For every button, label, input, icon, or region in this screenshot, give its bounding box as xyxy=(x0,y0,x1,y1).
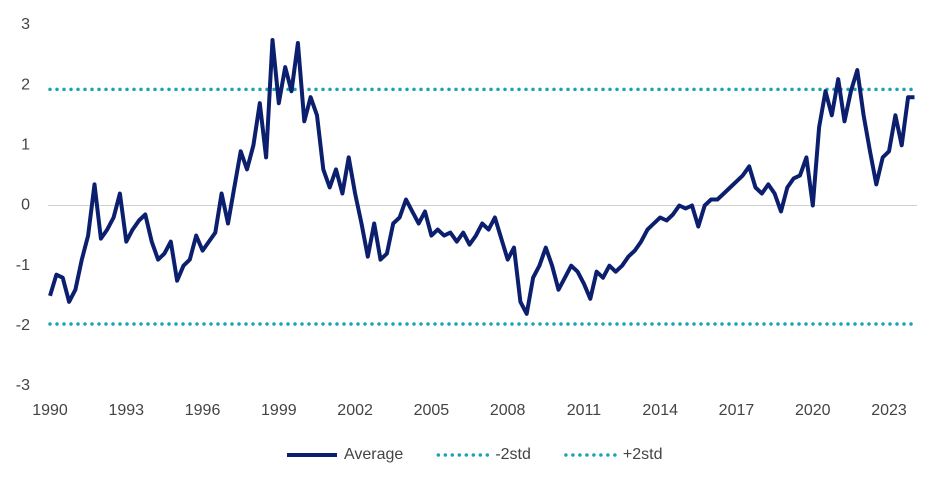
y-tick-label: 0 xyxy=(21,197,30,214)
legend-label: +2std xyxy=(623,446,663,463)
x-tick-label: 2005 xyxy=(414,402,450,419)
x-tick-label: 2017 xyxy=(719,402,755,419)
x-tick-label: 1999 xyxy=(261,402,297,419)
x-tick-label: 1996 xyxy=(185,402,221,419)
x-tick-label: 1990 xyxy=(32,402,68,419)
y-tick-label: -2 xyxy=(16,317,30,334)
y-tick-label: 1 xyxy=(21,137,30,154)
x-tick-label: 1993 xyxy=(108,402,144,419)
y-tick-label: 2 xyxy=(21,76,30,93)
legend-label: Average xyxy=(344,446,403,463)
x-tick-label: 2020 xyxy=(795,402,831,419)
x-tick-label: 2023 xyxy=(871,402,907,419)
y-tick-label: 3 xyxy=(21,16,30,33)
x-tick-label: 2011 xyxy=(567,402,602,419)
y-tick-label: -1 xyxy=(16,257,30,274)
y-tick-label: -3 xyxy=(16,377,30,394)
series-line xyxy=(48,38,915,316)
x-tick-label: 2008 xyxy=(490,402,526,419)
legend-label: -2std xyxy=(495,446,531,463)
x-tick-label: 2014 xyxy=(642,402,678,419)
x-tick-label: 2002 xyxy=(337,402,373,419)
